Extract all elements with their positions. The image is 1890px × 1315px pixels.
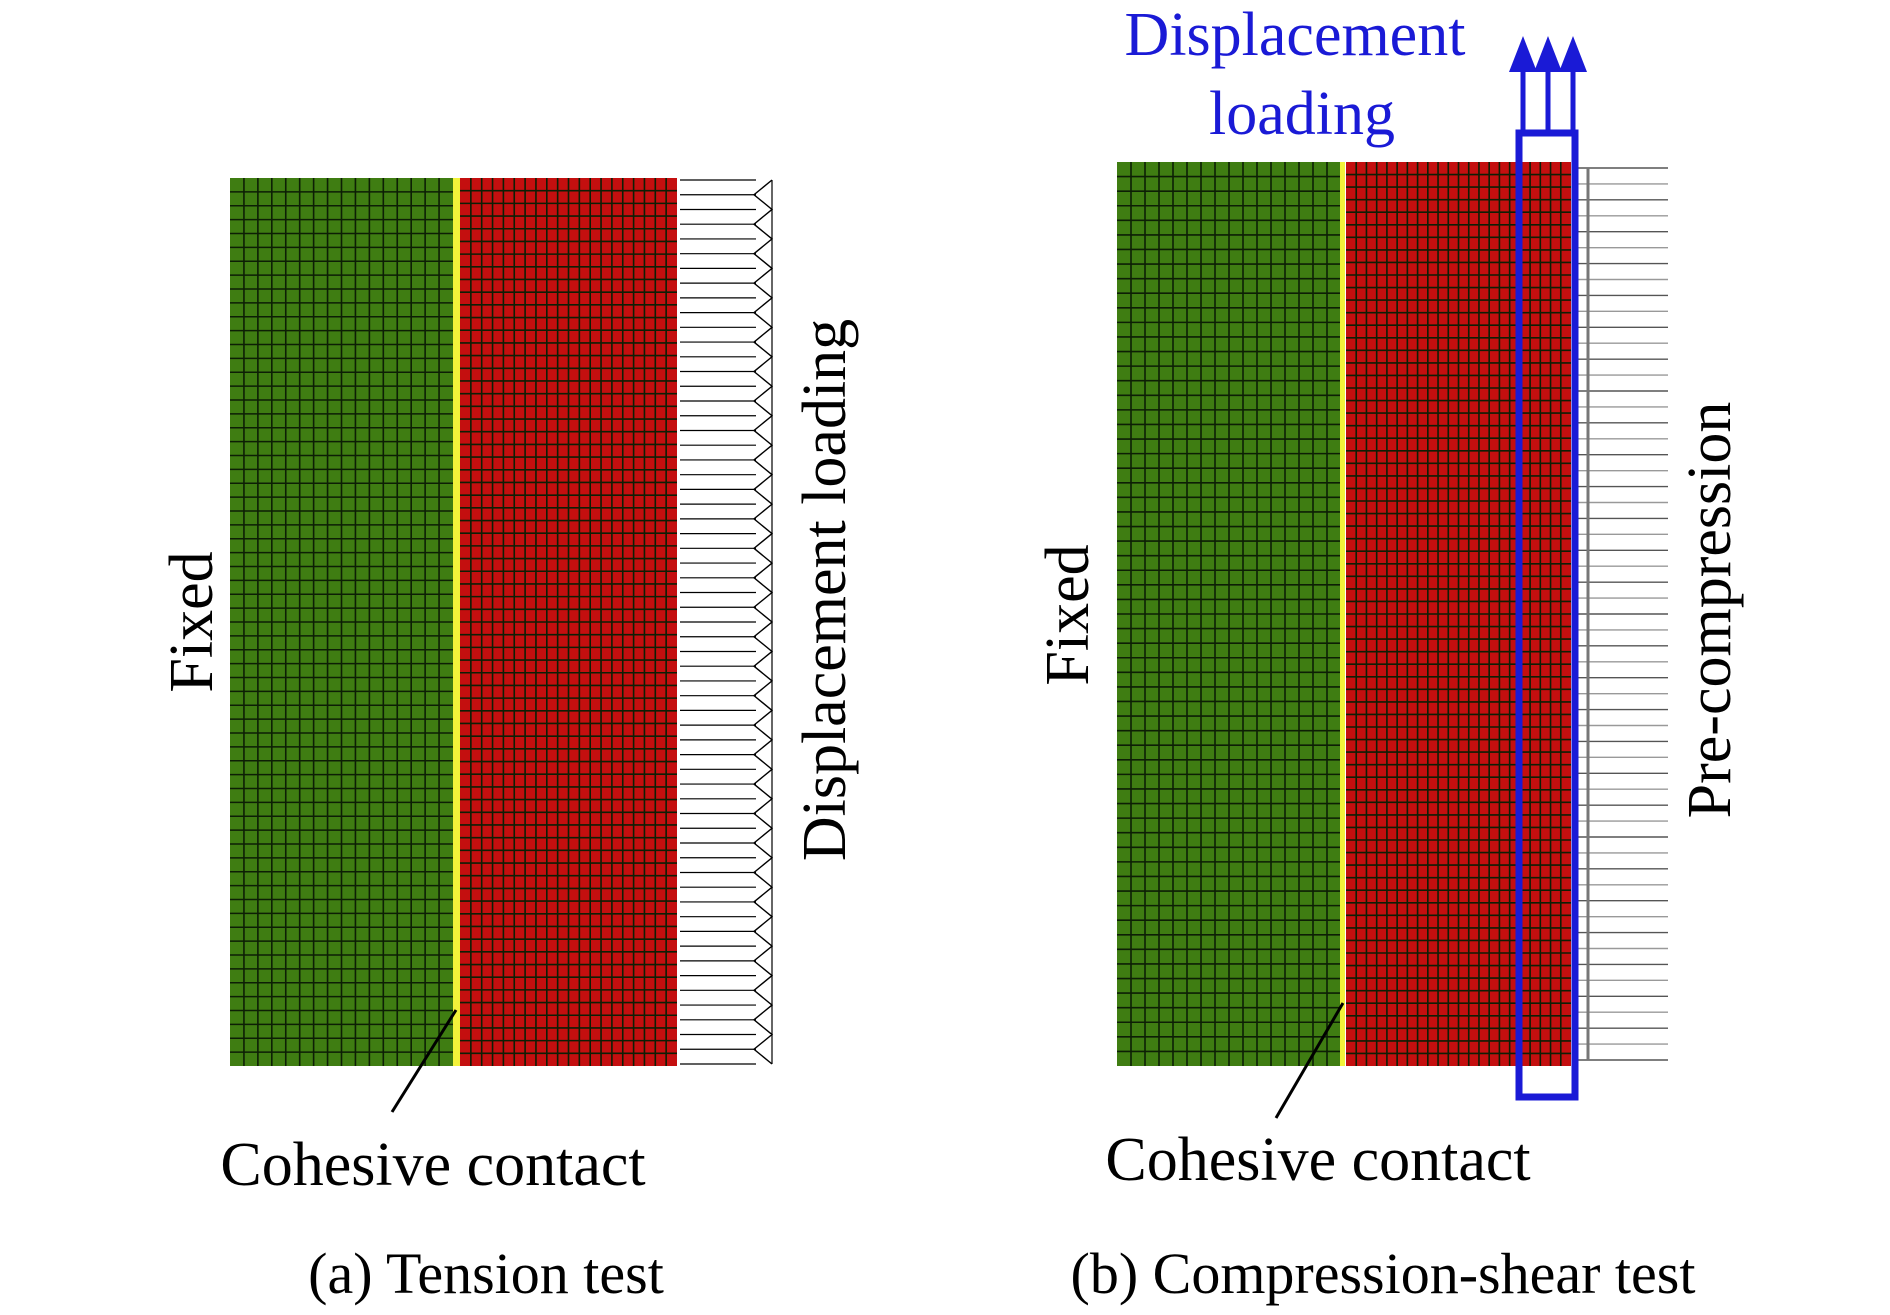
arrow-up-icon (1509, 36, 1537, 72)
loading-label-b-line1: Displacement (1125, 1, 1466, 69)
pre-compression-lines-b (1575, 167, 1668, 1061)
arrowheads (752, 179, 774, 1065)
contact-label-b: Cohesive contact (1105, 1126, 1530, 1194)
contact-label-a: Cohesive contact (220, 1131, 645, 1199)
contact-leader-line-b (1274, 1002, 1345, 1119)
fixed-block-a-mesh (230, 178, 453, 1066)
contact-leader-line-a (390, 1009, 458, 1113)
arrow-up-icon (1534, 36, 1562, 72)
panel-b: Fixed Pre-compression Displacement loadi… (1034, 1, 1744, 1306)
panel-a: Fixed Displacement loading Cohesive cont… (158, 178, 859, 1306)
caption-a: (a) Tension test (308, 1241, 664, 1306)
loaded-block-b-mesh (1346, 162, 1571, 1066)
fixed-label-a: Fixed (158, 551, 226, 692)
arrow-up-icon (1559, 36, 1587, 72)
loading-label-b-line2: loading (1209, 80, 1395, 148)
caption-b: (b) Compression-shear test (1071, 1241, 1696, 1306)
displacement-arrows-a (680, 179, 774, 1065)
loading-label-a: Displacement loading (791, 319, 859, 861)
displacement-arrows-b (1509, 36, 1587, 133)
loaded-block-a-mesh (460, 178, 677, 1066)
cohesive-interface-a (453, 178, 460, 1066)
fixed-label-b: Fixed (1034, 544, 1102, 685)
cohesive-interface-b (1340, 162, 1345, 1066)
precompression-label-b: Pre-compression (1676, 402, 1744, 819)
fixed-block-b-mesh (1117, 162, 1341, 1066)
